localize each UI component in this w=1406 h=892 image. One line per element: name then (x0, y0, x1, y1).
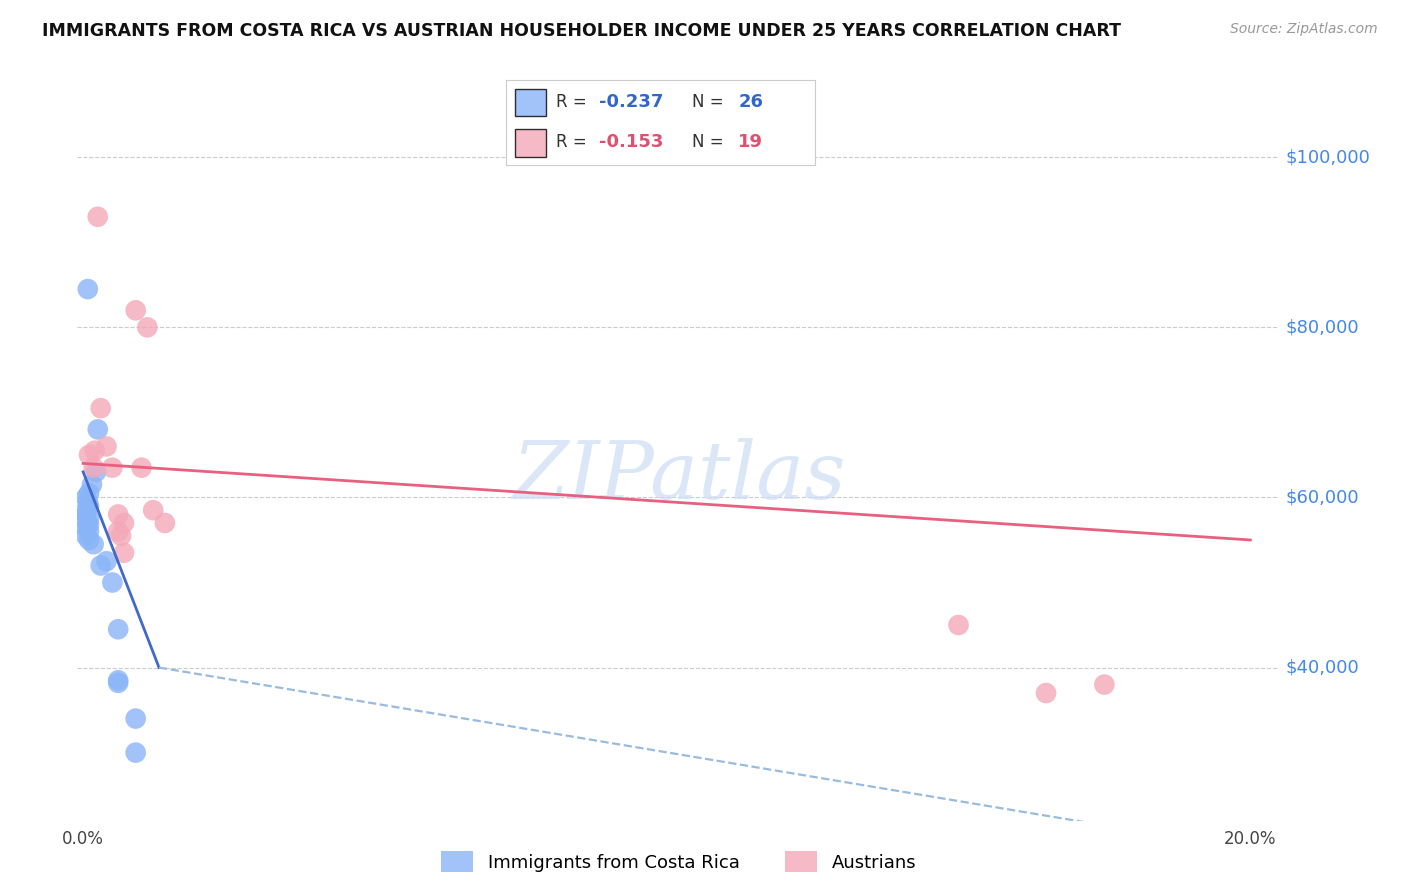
Point (90, 558, 112, 573)
Point (948, 618, 970, 632)
Point (101, 575, 124, 590)
Text: 26: 26 (738, 93, 763, 111)
Point (77, 448, 100, 462)
Point (96, 439, 118, 453)
Text: R =: R = (555, 93, 586, 111)
Text: $40,000: $40,000 (1285, 658, 1360, 676)
Point (77, 499, 100, 513)
Point (136, 320, 159, 334)
Point (77, 524, 100, 539)
Point (107, 676, 129, 690)
Point (75, 508, 97, 522)
Point (112, 516, 135, 530)
Point (125, 712, 148, 726)
Text: $80,000: $80,000 (1285, 318, 1360, 336)
Point (153, 516, 176, 530)
Point (107, 524, 129, 539)
Text: N =: N = (692, 133, 723, 151)
Legend: Immigrants from Costa Rica, Austrians: Immigrants from Costa Rica, Austrians (432, 842, 925, 881)
Point (107, 622, 129, 636)
FancyBboxPatch shape (516, 129, 547, 157)
Point (75, 520, 97, 534)
Text: -0.237: -0.237 (599, 93, 664, 111)
Point (131, 460, 153, 475)
Point (75, 503, 97, 517)
Point (101, 460, 124, 475)
Point (96, 554, 118, 568)
Point (83, 443, 105, 458)
Text: $60,000: $60,000 (1285, 489, 1360, 507)
Text: 19: 19 (738, 133, 763, 151)
FancyBboxPatch shape (516, 89, 547, 116)
Point (83, 460, 105, 475)
Point (110, 529, 132, 543)
Point (77, 512, 100, 526)
Point (107, 508, 129, 522)
Text: ZIPatlas: ZIPatlas (512, 438, 845, 516)
Point (142, 503, 165, 517)
Point (125, 746, 148, 760)
Point (1035, 686, 1057, 700)
Text: IMMIGRANTS FROM COSTA RICA VS AUSTRIAN HOUSEHOLDER INCOME UNDER 25 YEARS CORRELA: IMMIGRANTS FROM COSTA RICA VS AUSTRIAN H… (42, 22, 1121, 40)
Point (80, 477, 103, 491)
Text: N =: N = (692, 93, 723, 111)
Point (77, 517, 100, 532)
Point (87, 210, 110, 224)
Text: Source: ZipAtlas.com: Source: ZipAtlas.com (1230, 22, 1378, 37)
Point (77, 486, 100, 500)
Point (87, 422, 110, 436)
Point (90, 401, 112, 416)
Point (75, 491, 97, 505)
Point (76, 282, 98, 296)
Point (76, 494, 98, 508)
Text: $100,000: $100,000 (1285, 148, 1371, 166)
Text: R =: R = (555, 133, 586, 151)
Point (1092, 677, 1115, 691)
Text: -0.153: -0.153 (599, 133, 664, 151)
Y-axis label: Householder Income Under 25 years: Householder Income Under 25 years (0, 302, 8, 607)
Point (75, 514, 97, 528)
Point (75, 529, 97, 543)
Point (84, 465, 107, 479)
Point (125, 303, 148, 318)
Point (112, 546, 135, 560)
Point (83, 537, 105, 551)
Point (77, 533, 100, 547)
Point (107, 673, 129, 688)
